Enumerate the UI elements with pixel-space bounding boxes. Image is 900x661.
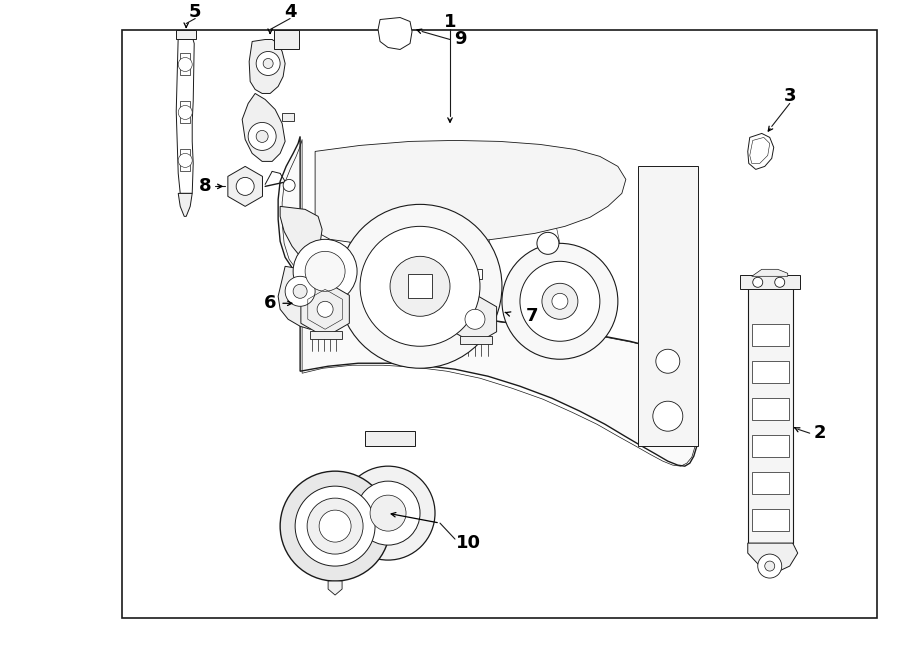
Circle shape xyxy=(758,554,782,578)
Polygon shape xyxy=(280,206,322,259)
Text: 4: 4 xyxy=(284,3,296,20)
Circle shape xyxy=(293,239,357,303)
Circle shape xyxy=(537,233,559,254)
Circle shape xyxy=(370,495,406,531)
Polygon shape xyxy=(278,136,698,466)
Text: 8: 8 xyxy=(199,177,212,196)
Polygon shape xyxy=(278,266,330,329)
Bar xyxy=(638,167,698,446)
Polygon shape xyxy=(748,134,774,169)
Bar xyxy=(740,276,800,290)
Text: 1: 1 xyxy=(444,13,456,30)
Polygon shape xyxy=(228,167,263,206)
Text: 5: 5 xyxy=(189,3,202,20)
Bar xyxy=(752,362,788,383)
Circle shape xyxy=(263,58,273,69)
Text: 9: 9 xyxy=(454,30,466,48)
Polygon shape xyxy=(180,101,190,124)
Polygon shape xyxy=(176,36,194,194)
Text: 6: 6 xyxy=(264,294,276,312)
Polygon shape xyxy=(454,294,497,344)
Text: 10: 10 xyxy=(455,534,481,552)
Circle shape xyxy=(338,204,502,368)
Bar xyxy=(176,30,196,40)
Bar xyxy=(282,114,294,122)
Polygon shape xyxy=(378,17,412,50)
Circle shape xyxy=(502,243,618,359)
Circle shape xyxy=(307,498,363,554)
Polygon shape xyxy=(249,40,285,93)
Polygon shape xyxy=(365,431,415,446)
Circle shape xyxy=(285,276,315,306)
Text: 2: 2 xyxy=(814,424,826,442)
Circle shape xyxy=(236,177,254,196)
Bar xyxy=(310,331,342,339)
Polygon shape xyxy=(178,194,193,216)
Circle shape xyxy=(465,309,485,329)
Circle shape xyxy=(656,349,680,373)
Circle shape xyxy=(341,466,435,560)
Circle shape xyxy=(178,106,193,120)
Polygon shape xyxy=(328,581,342,595)
Bar xyxy=(748,288,793,543)
Circle shape xyxy=(520,261,600,341)
Bar xyxy=(752,435,788,457)
Circle shape xyxy=(256,52,280,75)
Circle shape xyxy=(248,122,276,151)
Circle shape xyxy=(317,301,333,317)
Circle shape xyxy=(390,256,450,316)
Polygon shape xyxy=(315,140,626,245)
Circle shape xyxy=(305,251,345,292)
Circle shape xyxy=(765,561,775,571)
Circle shape xyxy=(293,284,307,298)
Polygon shape xyxy=(180,149,190,171)
Bar xyxy=(462,269,482,280)
Bar xyxy=(460,336,492,344)
Circle shape xyxy=(284,179,295,192)
Circle shape xyxy=(280,471,390,581)
Circle shape xyxy=(178,153,193,167)
Circle shape xyxy=(552,293,568,309)
Bar xyxy=(752,398,788,420)
Circle shape xyxy=(256,130,268,142)
Bar xyxy=(752,509,788,531)
Circle shape xyxy=(652,401,683,431)
Bar xyxy=(752,325,788,346)
Polygon shape xyxy=(748,543,797,573)
Polygon shape xyxy=(180,54,190,75)
Circle shape xyxy=(356,481,420,545)
Bar xyxy=(274,30,299,50)
Circle shape xyxy=(178,58,193,71)
Bar xyxy=(122,30,878,618)
Circle shape xyxy=(542,284,578,319)
Text: 7: 7 xyxy=(526,307,538,325)
Text: 3: 3 xyxy=(784,87,796,106)
Circle shape xyxy=(775,278,785,288)
Circle shape xyxy=(295,486,375,566)
Circle shape xyxy=(752,278,762,288)
Bar xyxy=(752,472,788,494)
Polygon shape xyxy=(242,93,285,161)
Circle shape xyxy=(360,226,480,346)
Polygon shape xyxy=(301,282,349,337)
Polygon shape xyxy=(752,269,788,276)
Bar xyxy=(408,274,432,298)
Circle shape xyxy=(320,510,351,542)
